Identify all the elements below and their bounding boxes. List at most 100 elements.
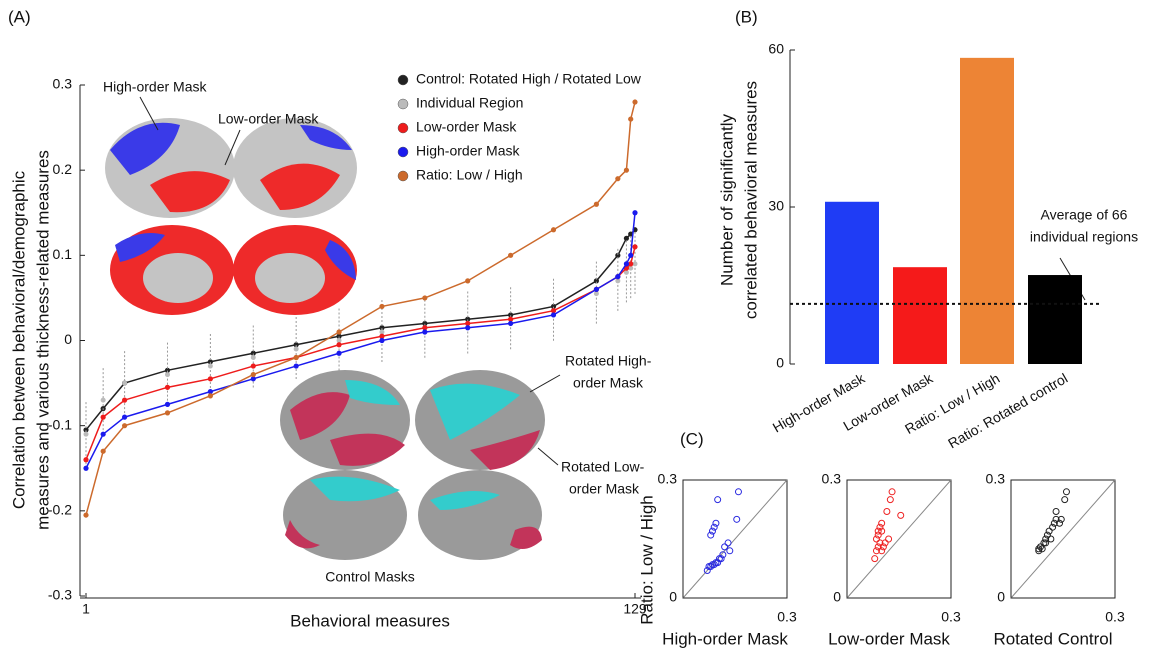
annotation: Low-order Mask [218,111,319,127]
series-point [101,415,106,420]
series-point [294,355,299,360]
region-point [294,347,299,352]
reference-label: Average of 66 [1041,207,1128,223]
series-point [632,99,637,104]
panel-label: (A) [8,7,31,26]
scatter-point [887,497,893,503]
annotation: order Mask [569,481,640,497]
scatter-point [898,512,904,518]
x-axis-label: Low-order Mask [828,629,950,648]
series-point [551,227,556,232]
series-point [632,244,637,249]
series-point [122,415,127,420]
reference-label: individual regions [1030,229,1138,245]
figure: (A)-0.3-0.2-0.100.10.20.31129Behavioral … [0,0,1169,651]
region-point [251,355,256,360]
series-point [628,116,633,121]
region-point [101,398,106,403]
bar [960,58,1014,364]
series-point [83,512,88,517]
annotation: order Mask [573,375,644,391]
series-point [165,410,170,415]
x-tick-label: 0.3 [777,609,797,625]
scatter-point [734,516,740,522]
legend-marker [398,147,408,157]
y-tick-label: 0 [833,589,841,605]
y-tick-label: 0 [64,331,72,347]
y-tick-label: 0.3 [822,471,842,487]
panel-label: (C) [680,429,704,448]
scatter-point [1062,497,1068,503]
scatter-point [1053,508,1059,514]
y-tick-label: -0.3 [48,587,72,603]
series-point [594,202,599,207]
legend-marker [398,171,408,181]
scatter-point [735,489,741,495]
y-axis-label: measures and various thickness-related m… [33,150,52,530]
y-tick-label: 0 [776,355,784,371]
series-point [165,402,170,407]
region-point [84,432,89,437]
series-point [615,274,620,279]
region-point [165,372,170,377]
series-point [594,287,599,292]
series-point [336,329,341,334]
series-point [624,236,629,241]
series-point [294,363,299,368]
legend-marker [398,75,408,85]
series-point [251,372,256,377]
series-point [208,393,213,398]
legend-marker [398,99,408,109]
x-tick-label: Ratio: Rotated control [945,370,1070,452]
series-point [422,295,427,300]
series-point [624,261,629,266]
scatter-point [727,548,733,554]
legend-label: High-order Mask [416,143,520,159]
scatter-point [1063,489,1069,495]
series-point [422,329,427,334]
legend-label: Ratio: Low / High [416,167,523,183]
scatter-point [884,508,890,514]
series-point [379,338,384,343]
y-axis-label: Ratio: Low / High [637,495,656,624]
series-point [628,253,633,258]
identity-line [847,480,951,598]
scatter-point [872,556,878,562]
y-tick-label: 60 [768,41,784,57]
bar [893,267,947,364]
y-tick-label: 0.2 [53,161,73,177]
y-axis-label: correlated behavioral measures [741,81,760,319]
x-tick-label: 1 [82,601,90,617]
series-point [122,423,127,428]
y-tick-label: 0.3 [986,471,1006,487]
scatter-point [725,540,731,546]
y-tick-label: 0.3 [658,471,678,487]
series-point [83,457,88,462]
bar [1028,275,1082,364]
y-tick-label: 0 [997,589,1005,605]
series-point [83,466,88,471]
series-point [208,376,213,381]
region-point [208,364,213,369]
x-tick-label: 0.3 [1105,609,1125,625]
scatter-point [722,544,728,550]
series-point [508,321,513,326]
series-point [632,210,637,215]
identity-line [683,480,787,598]
annotation: Control Masks [325,569,414,585]
y-tick-label: 0 [669,589,677,605]
x-axis-label: Behavioral measures [290,611,450,630]
series-point [122,398,127,403]
scatter-point [715,497,721,503]
legend-label: Low-order Mask [416,119,517,135]
panel-label: (B) [735,7,758,26]
series-point [101,449,106,454]
scatter-point [886,536,892,542]
annotation: Rotated Low- [561,459,645,475]
y-tick-label: 0.3 [53,76,73,92]
series-point [465,325,470,330]
y-axis-label: Number of significantly [717,114,736,286]
scatter-point [889,489,895,495]
x-tick-label: 0.3 [941,609,961,625]
series-point [336,351,341,356]
